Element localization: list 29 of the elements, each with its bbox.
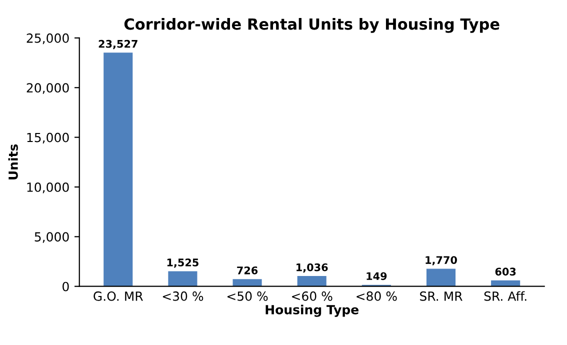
data-label: 149 (366, 272, 387, 280)
y-tick-label: 15,000 (27, 132, 69, 144)
y-tick-label: 5,000 (34, 232, 69, 243)
data-label: 1,770 (426, 256, 457, 266)
bar (104, 52, 133, 286)
y-tick-label: 25,000 (26, 33, 69, 44)
y-tick-label: 10,000 (27, 182, 69, 194)
data-label: 726 (237, 266, 258, 274)
y-axis-title: Units (8, 144, 18, 180)
data-label: 1,525 (167, 258, 198, 268)
x-axis-title: Housing Type (266, 304, 358, 317)
bar (168, 271, 198, 286)
data-label: 1,036 (296, 263, 328, 273)
x-tick-label: G.O. MR (94, 291, 143, 301)
x-tick-label: <30 % (162, 291, 204, 301)
chart-title: Corridor-wide Rental Units by Housing Type (124, 18, 500, 33)
y-tick-label: 20,000 (26, 83, 69, 94)
data-label: 603 (495, 268, 516, 276)
bar (426, 268, 456, 286)
x-tick-label: SR. Aff. (484, 291, 526, 301)
x-tick-label: <50 % (227, 291, 268, 301)
x-tick-label: <60 % (292, 291, 332, 301)
y-tick-label: 0 (62, 282, 69, 292)
bar (232, 279, 262, 286)
bar (491, 280, 520, 286)
x-tick-label: SR. MR (420, 291, 462, 301)
bar (297, 276, 326, 286)
x-tick-label: <80 % (356, 291, 397, 301)
data-label: 23,527 (98, 40, 138, 50)
